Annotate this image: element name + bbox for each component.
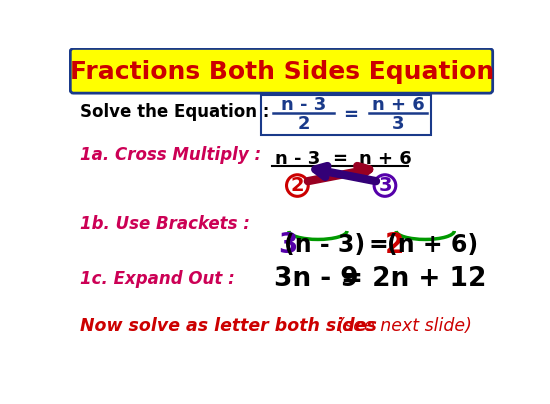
Text: = 2n + 12: = 2n + 12 — [341, 267, 486, 292]
FancyBboxPatch shape — [70, 48, 493, 93]
Text: 1a. Cross Multiply :: 1a. Cross Multiply : — [80, 146, 267, 164]
Text: n + 6: n + 6 — [359, 149, 411, 168]
Text: =: = — [369, 233, 389, 257]
Text: =: = — [333, 149, 348, 168]
Text: 1c. Expand Out :: 1c. Expand Out : — [80, 271, 240, 288]
Text: 2: 2 — [298, 115, 310, 133]
Text: 1b. Use Brackets :: 1b. Use Brackets : — [80, 215, 255, 233]
Text: 3: 3 — [278, 231, 298, 259]
Text: 2: 2 — [290, 176, 304, 195]
Text: Fractions Both Sides Equation: Fractions Both Sides Equation — [70, 59, 494, 84]
Text: Solve the Equation :: Solve the Equation : — [80, 103, 275, 121]
Text: (see next slide): (see next slide) — [332, 317, 472, 335]
Text: 2: 2 — [384, 231, 404, 259]
Text: n - 3: n - 3 — [275, 149, 320, 168]
Text: n - 3: n - 3 — [281, 97, 326, 114]
Text: (n + 6): (n + 6) — [387, 233, 478, 257]
Text: =: = — [343, 106, 359, 124]
Text: n + 6: n + 6 — [372, 97, 425, 114]
Text: (n - 3): (n - 3) — [284, 233, 365, 257]
Bar — [261, 95, 431, 135]
Text: 3: 3 — [378, 176, 392, 195]
Text: Now solve as letter both sides: Now solve as letter both sides — [80, 317, 376, 335]
Text: 3: 3 — [392, 115, 404, 133]
Text: 3n - 9: 3n - 9 — [274, 267, 359, 292]
